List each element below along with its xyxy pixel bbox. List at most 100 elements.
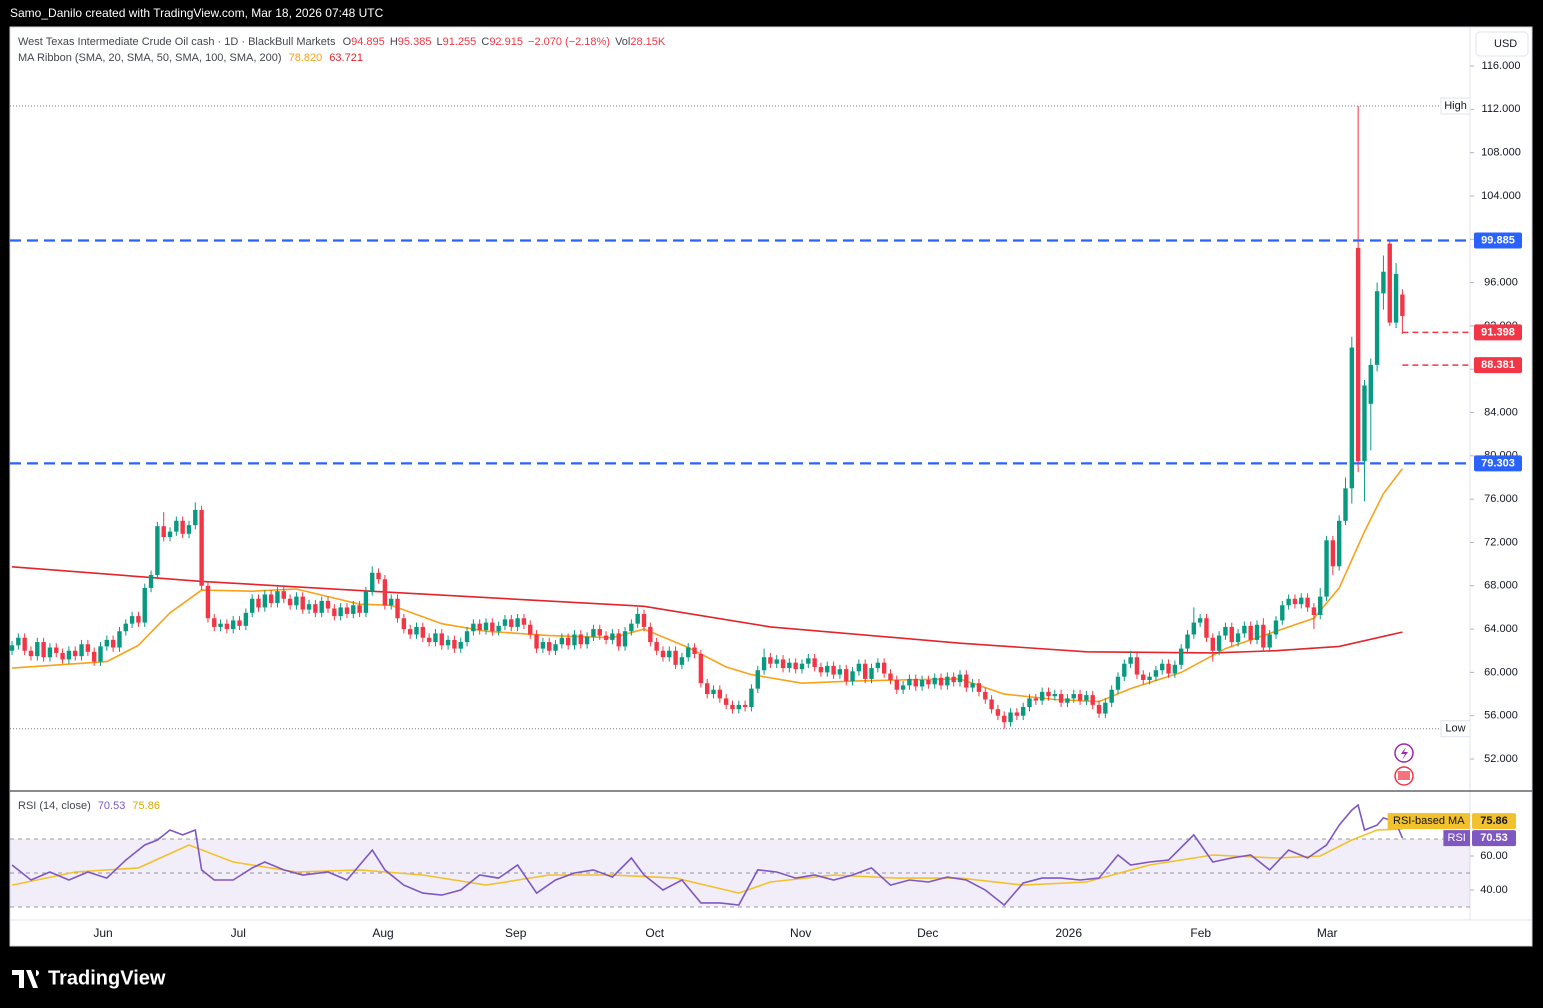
candle-body	[1033, 698, 1039, 701]
candle-body	[212, 618, 217, 627]
candle-body	[9, 645, 15, 651]
candle-body	[325, 600, 331, 609]
candle-body	[1096, 704, 1102, 714]
rsi-line	[11, 803, 1404, 907]
candle-body	[686, 647, 691, 658]
candle-body	[1343, 488, 1348, 521]
candle-body	[363, 591, 369, 613]
candle-body	[932, 677, 937, 685]
candle-body	[35, 642, 40, 657]
volume: 28.15K	[630, 36, 666, 48]
x-tick-label: Dec	[917, 926, 938, 940]
y-tick-label: 60.00	[1480, 850, 1508, 862]
plot-layer: Jun Jul Aug Sep Oct Nov Dec 2026 Feb Mar 40.00 60.0…	[9, 60, 1522, 940]
candle-body	[837, 669, 843, 675]
low-label-box	[1440, 720, 1471, 738]
price-level-label-box	[1474, 232, 1522, 249]
rsi-title: RSI (14, close)	[18, 800, 91, 812]
candle-body	[1362, 385, 1367, 462]
candle-body	[806, 658, 811, 664]
candle-body	[1039, 691, 1045, 701]
candle-body	[1204, 618, 1209, 638]
candle-body	[1355, 247, 1361, 462]
price-level-label-box	[1474, 357, 1522, 374]
candle-body	[142, 587, 147, 623]
candle-body	[1109, 689, 1114, 703]
candle-body	[648, 626, 653, 643]
high-label: High	[1444, 100, 1467, 112]
candle-body	[351, 605, 356, 614]
currency: USD	[1494, 38, 1517, 50]
candle-body	[793, 662, 798, 670]
candle-body	[812, 658, 817, 667]
y-tick-label: 116.000	[1482, 60, 1521, 72]
candle-body	[768, 657, 773, 664]
candle-body	[641, 613, 647, 627]
candle-body	[452, 639, 457, 649]
chart-frame	[9, 26, 1533, 947]
high-label-box	[1440, 97, 1471, 115]
candle-body	[705, 683, 710, 695]
y-tick-label: 84.000	[1484, 406, 1518, 418]
low-label: Low	[1445, 723, 1465, 735]
candle-body	[547, 642, 552, 651]
candle-body	[294, 596, 299, 606]
candle-body	[1324, 540, 1329, 597]
candle-body	[1153, 670, 1159, 677]
candle-body	[1305, 597, 1310, 608]
candle-body	[1178, 648, 1184, 665]
candle-body	[1381, 271, 1386, 294]
candle-body	[174, 520, 179, 532]
candle-body	[1147, 676, 1152, 680]
ohlc-value: 94.895	[351, 36, 385, 48]
currency-button[interactable]	[1475, 31, 1529, 57]
candle-body	[698, 653, 704, 684]
rsi-value-label-box	[1472, 830, 1516, 847]
ma-value: 63.721	[329, 52, 363, 64]
candle-body	[1090, 695, 1095, 705]
candle-body	[426, 637, 432, 643]
candle-body	[1185, 634, 1190, 649]
rsi-value-label-box	[1472, 813, 1516, 830]
x-tick-label: Sep	[505, 926, 527, 940]
candle-body	[1400, 294, 1405, 316]
candle-body	[483, 622, 489, 631]
candle-body	[774, 659, 779, 664]
y-tick-label: 60.000	[1484, 666, 1518, 678]
candle-body	[945, 676, 950, 686]
candle-body	[578, 634, 584, 645]
candle-body	[319, 600, 324, 613]
ohlc-label: H	[390, 36, 398, 48]
candle-body	[1254, 624, 1260, 640]
candle-body	[629, 623, 634, 632]
y-tick-label: 108.000	[1481, 147, 1521, 159]
candle-body	[471, 623, 476, 632]
candle-body	[79, 644, 84, 657]
candle-body	[85, 644, 91, 652]
candle-body	[306, 604, 312, 610]
y-tick-label: 56.000	[1484, 710, 1518, 722]
candle-body	[995, 709, 1001, 716]
ohlc-label: O	[343, 36, 352, 48]
candle-body	[603, 635, 609, 640]
candle-body	[167, 531, 173, 538]
candle-body	[907, 678, 912, 686]
candle-body	[313, 604, 318, 613]
x-tick-label: Feb	[1190, 926, 1211, 940]
candle-body	[136, 616, 141, 623]
candle-body	[1027, 698, 1032, 708]
candle-body	[957, 674, 963, 683]
candle-body	[799, 663, 805, 670]
candle-body	[414, 626, 419, 635]
candle-body	[1368, 364, 1373, 404]
candle-body	[1248, 625, 1253, 640]
candle-body	[1387, 243, 1392, 323]
moving-average	[11, 566, 1403, 654]
candle-body	[199, 509, 204, 586]
candle-body	[395, 598, 400, 619]
candle-body	[749, 688, 754, 708]
candle-body	[1191, 622, 1197, 635]
candle-body	[894, 679, 899, 690]
rsi-ma-value: 75.86	[132, 800, 160, 812]
